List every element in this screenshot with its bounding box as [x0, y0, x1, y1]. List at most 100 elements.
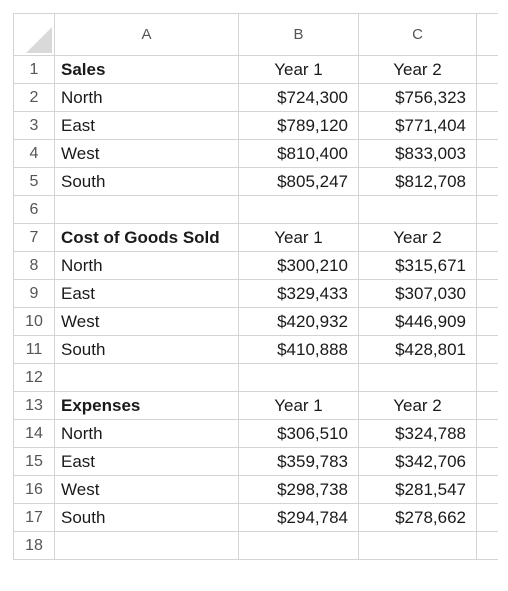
column-header-d-partial[interactable] [476, 13, 498, 56]
cell-c[interactable]: $756,323 [358, 83, 477, 112]
cell-b[interactable]: $359,783 [238, 447, 359, 476]
row-header[interactable]: 2 [13, 83, 55, 112]
cell-a[interactable]: East [54, 111, 239, 140]
cell-a[interactable]: South [54, 167, 239, 196]
cell-b[interactable]: Year 1 [238, 55, 359, 84]
row-header[interactable]: 1 [13, 55, 55, 84]
cell-c[interactable]: Year 2 [358, 223, 477, 252]
spreadsheet-grid: A B C 1 Sales Year 1 Year 2 2 North $724,300 $7… [13, 13, 498, 560]
table-row: 16 West $298,738 $281,547 [13, 475, 498, 504]
cell-c[interactable]: $771,404 [358, 111, 477, 140]
row-header[interactable]: 5 [13, 167, 55, 196]
cell-b[interactable]: $810,400 [238, 139, 359, 168]
cell-c[interactable] [358, 195, 477, 224]
cell-b[interactable]: $410,888 [238, 335, 359, 364]
cell-b[interactable]: $329,433 [238, 279, 359, 308]
row-header[interactable]: 12 [13, 363, 55, 392]
cell-a[interactable]: North [54, 419, 239, 448]
select-all-corner[interactable] [13, 13, 55, 56]
cell-a[interactable]: West [54, 307, 239, 336]
cell-c[interactable]: $833,003 [358, 139, 477, 168]
row-header[interactable]: 4 [13, 139, 55, 168]
cell-a[interactable]: East [54, 279, 239, 308]
cell-a[interactable]: East [54, 447, 239, 476]
table-row: 14 North $306,510 $324,788 [13, 419, 498, 448]
cell-d-partial[interactable] [476, 111, 498, 140]
cell-d-partial[interactable] [476, 419, 498, 448]
cell-d-partial[interactable] [476, 83, 498, 112]
cell-b[interactable]: $724,300 [238, 83, 359, 112]
cell-b[interactable] [238, 531, 359, 560]
cell-a[interactable] [54, 531, 239, 560]
cell-b[interactable]: Year 1 [238, 223, 359, 252]
table-row: 2 North $724,300 $756,323 [13, 83, 498, 112]
row-header[interactable]: 3 [13, 111, 55, 140]
row-header[interactable]: 10 [13, 307, 55, 336]
cell-b[interactable] [238, 363, 359, 392]
cell-c[interactable]: Year 2 [358, 55, 477, 84]
cell-a[interactable]: North [54, 251, 239, 280]
column-header-row: A B C [13, 13, 498, 56]
cell-b[interactable]: $789,120 [238, 111, 359, 140]
cell-b[interactable]: $294,784 [238, 503, 359, 532]
row-header[interactable]: 8 [13, 251, 55, 280]
cell-a[interactable]: South [54, 335, 239, 364]
cell-c[interactable]: $281,547 [358, 475, 477, 504]
cell-c[interactable] [358, 531, 477, 560]
cell-a[interactable]: Cost of Goods Sold [54, 223, 239, 252]
cell-c[interactable]: $307,030 [358, 279, 477, 308]
cell-d-partial[interactable] [476, 531, 498, 560]
cell-d-partial[interactable] [476, 279, 498, 308]
cell-b[interactable]: $420,932 [238, 307, 359, 336]
row-header[interactable]: 17 [13, 503, 55, 532]
cell-a[interactable]: Sales [54, 55, 239, 84]
cell-c[interactable]: $446,909 [358, 307, 477, 336]
cell-d-partial[interactable] [476, 447, 498, 476]
cell-b[interactable]: $306,510 [238, 419, 359, 448]
cell-d-partial[interactable] [476, 139, 498, 168]
cell-a[interactable]: West [54, 475, 239, 504]
cell-d-partial[interactable] [476, 363, 498, 392]
cell-a[interactable]: South [54, 503, 239, 532]
cell-b[interactable] [238, 195, 359, 224]
cell-a[interactable]: North [54, 83, 239, 112]
cell-a[interactable] [54, 195, 239, 224]
cell-d-partial[interactable] [476, 307, 498, 336]
cell-c[interactable] [358, 363, 477, 392]
row-header[interactable]: 6 [13, 195, 55, 224]
row-header[interactable]: 18 [13, 531, 55, 560]
cell-b[interactable]: $300,210 [238, 251, 359, 280]
cell-a[interactable] [54, 363, 239, 392]
cell-c[interactable]: $428,801 [358, 335, 477, 364]
cell-b[interactable]: $805,247 [238, 167, 359, 196]
cell-b[interactable]: Year 1 [238, 391, 359, 420]
cell-d-partial[interactable] [476, 335, 498, 364]
column-header-a[interactable]: A [54, 13, 239, 56]
cell-c[interactable]: $278,662 [358, 503, 477, 532]
row-header[interactable]: 14 [13, 419, 55, 448]
row-header[interactable]: 11 [13, 335, 55, 364]
cell-d-partial[interactable] [476, 251, 498, 280]
cell-d-partial[interactable] [476, 167, 498, 196]
cell-b[interactable]: $298,738 [238, 475, 359, 504]
cell-d-partial[interactable] [476, 223, 498, 252]
cell-c[interactable]: $342,706 [358, 447, 477, 476]
cell-c[interactable]: $324,788 [358, 419, 477, 448]
cell-c[interactable]: Year 2 [358, 391, 477, 420]
cell-d-partial[interactable] [476, 503, 498, 532]
row-header[interactable]: 15 [13, 447, 55, 476]
cell-d-partial[interactable] [476, 391, 498, 420]
cell-a[interactable]: West [54, 139, 239, 168]
row-header[interactable]: 16 [13, 475, 55, 504]
row-header[interactable]: 9 [13, 279, 55, 308]
cell-c[interactable]: $315,671 [358, 251, 477, 280]
cell-d-partial[interactable] [476, 55, 498, 84]
column-header-b[interactable]: B [238, 13, 359, 56]
cell-a[interactable]: Expenses [54, 391, 239, 420]
column-header-c[interactable]: C [358, 13, 477, 56]
row-header[interactable]: 7 [13, 223, 55, 252]
cell-d-partial[interactable] [476, 475, 498, 504]
cell-c[interactable]: $812,708 [358, 167, 477, 196]
cell-d-partial[interactable] [476, 195, 498, 224]
row-header[interactable]: 13 [13, 391, 55, 420]
